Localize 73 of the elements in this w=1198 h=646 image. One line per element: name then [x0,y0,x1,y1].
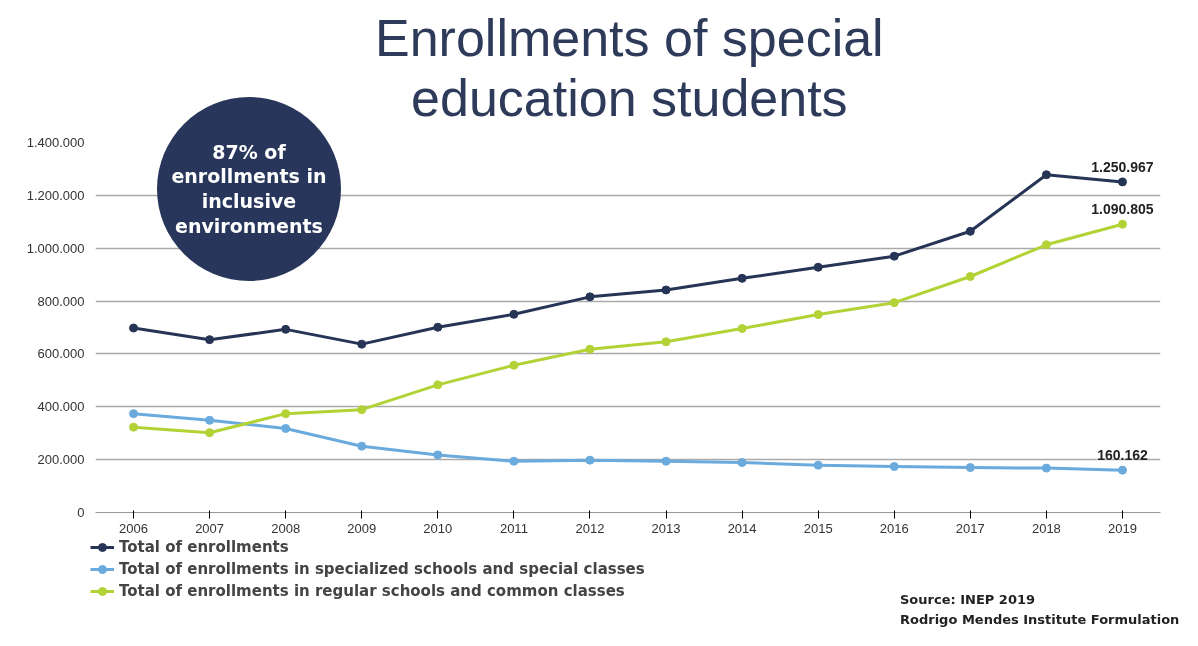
point [205,415,215,425]
legend-label: Total of enrollments in specialized schools and special classes [119,559,645,579]
point [889,298,899,308]
x-tick-label: 2008 [271,520,301,536]
chart-title: Enrollments of special education students [375,9,884,129]
point [813,460,823,470]
x-tick-label: 2014 [727,520,757,536]
point [357,441,367,451]
point [129,409,139,419]
point [737,273,747,283]
point [1117,465,1127,475]
point [433,450,443,460]
point [737,458,747,468]
text: Rodrigo Mendes Institute Formulation [900,611,1180,627]
point [1041,463,1051,473]
point [965,226,975,236]
point [1041,240,1051,250]
point [281,423,291,433]
point [585,292,595,302]
point [585,455,595,465]
x-tick-label: 2017 [955,520,985,536]
point [737,324,747,334]
y-tick-label: 600.000 [37,346,85,362]
point [357,405,367,415]
point [1117,177,1127,187]
point [661,285,671,295]
x-tick-label: 2011 [499,520,528,536]
point [1117,219,1127,229]
y-tick-label: 800.000 [37,293,85,309]
x-tick-label: 2016 [879,520,909,536]
point [281,324,291,334]
y-tick-label: 1.400.000 [26,135,85,150]
point [889,251,899,261]
point [889,462,899,472]
data-label: 1.090.805 [1091,201,1154,218]
x-tick-label: 2010 [423,520,453,536]
point [509,456,519,466]
y-tick-label: 400.000 [37,399,85,415]
point [205,428,215,438]
x-tick-label: 2006 [119,520,148,536]
x-tick-label: 2018 [1031,520,1061,536]
point [433,322,443,332]
point [965,272,975,281]
x-tick-label: 2019 [1108,520,1137,536]
point [1041,170,1051,180]
data-label: 1.250.967 [1091,158,1154,175]
point [509,360,519,370]
point [205,335,215,345]
x-tick-label: 2013 [651,520,681,536]
point [661,337,671,347]
x-tick-label: 2015 [803,520,833,536]
point [129,323,139,333]
y-tick-label: 200.000 [37,452,85,468]
point [357,339,367,349]
x-tick-label: 2009 [347,520,377,536]
y-tick-label: 1.000.000 [26,240,85,256]
legend-label: Total of enrollments in regular schools and common classes [119,581,625,601]
point [281,409,291,419]
y-tick-label: 1.200.000 [26,187,85,203]
y-tick-label: 0 [77,505,85,520]
point [585,344,595,354]
source-note: Source: INEP 2019 [900,592,1036,607]
point [661,456,671,466]
point [813,262,823,272]
legend-label: Total of enrollments [119,537,289,557]
point [965,463,975,473]
point [509,309,519,319]
point [433,380,443,390]
data-label: 160.162 [1097,447,1148,464]
x-tick-label: 2012 [575,520,605,536]
point [129,422,139,432]
point [813,310,823,320]
x-tick-label: 2007 [195,520,225,536]
